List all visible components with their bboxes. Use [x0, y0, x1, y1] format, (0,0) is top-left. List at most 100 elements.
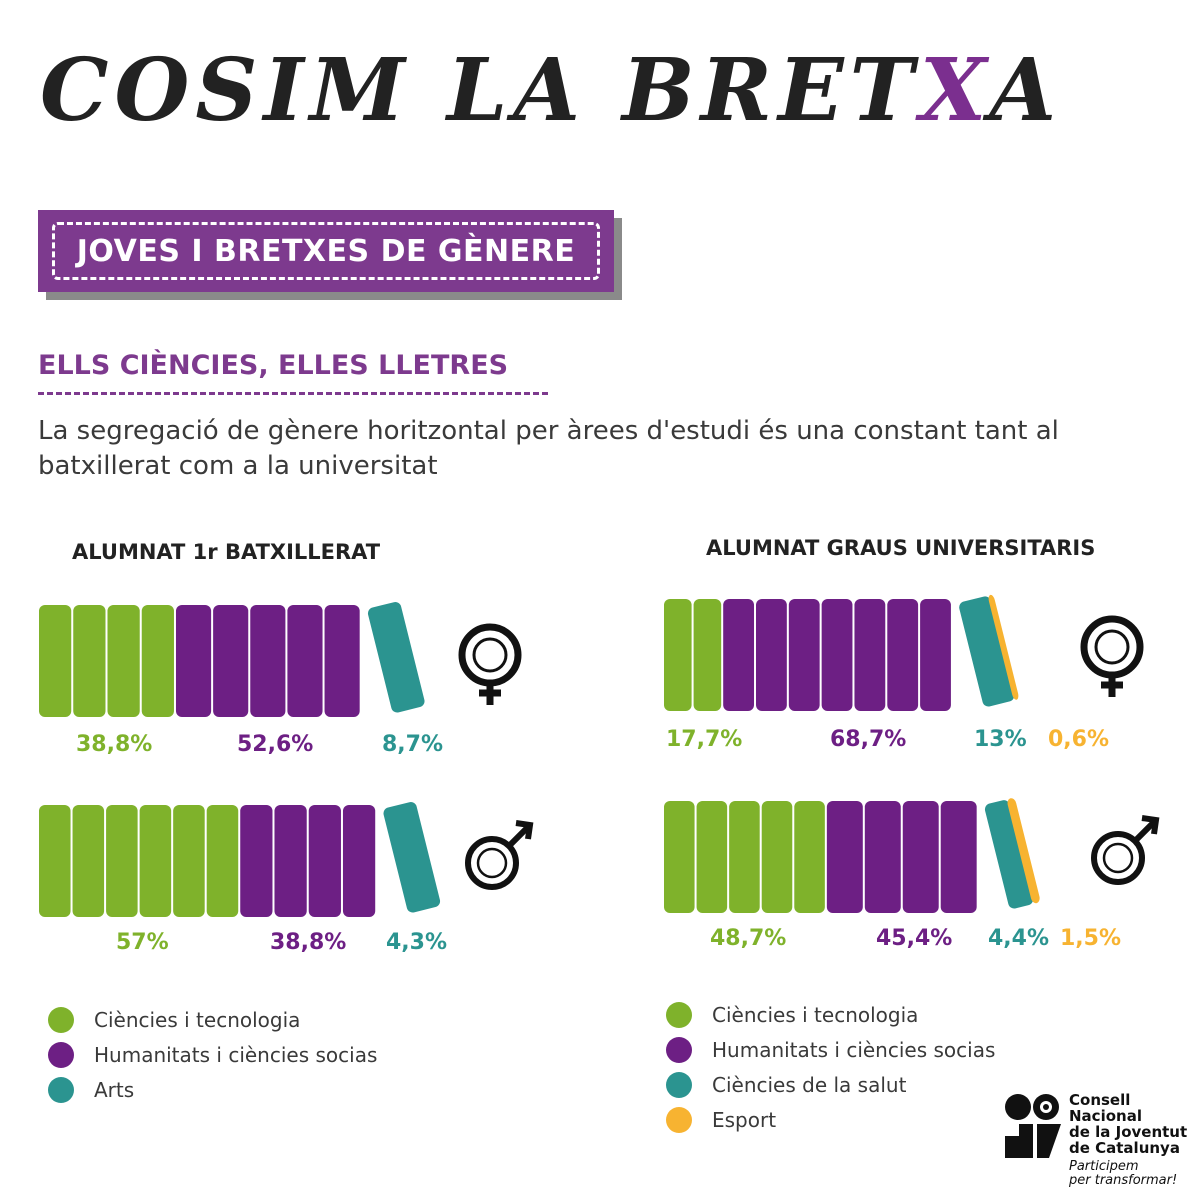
female-icon — [458, 623, 522, 705]
value-label-batx-male-arts: 4,3% — [386, 930, 448, 955]
bar-humanitats-female — [175, 605, 212, 717]
value-label-univ-male-salut: 4,4% — [988, 926, 1050, 951]
bar-humanitats-male — [308, 805, 341, 917]
main-title: COSIM LA BRETXA — [40, 40, 1062, 141]
bar-esport-male — [1007, 798, 1040, 904]
legend-swatch-esport — [666, 1106, 692, 1133]
value-label-batx-female-ciencies: 38,8% — [76, 732, 153, 757]
bar-humanitats-male — [864, 801, 901, 913]
bar-ciencies-male — [106, 805, 138, 917]
bar-humanitats-female — [756, 599, 787, 711]
bar-row-male — [39, 802, 441, 917]
legend-swatch-humanitats — [666, 1036, 692, 1063]
bar-ciencies-male — [139, 805, 172, 917]
legend-item: Arts — [48, 1072, 377, 1107]
bar-humanitats-female — [213, 605, 249, 717]
bar-humanitats-female — [324, 605, 360, 717]
value-label-univ-male-esport: 1,5% — [1060, 926, 1122, 951]
value-label-univ-male-humanitats: 45,4% — [876, 926, 953, 951]
description: La segregació de gènere horitzontal per … — [38, 416, 1059, 481]
value-label-univ-female-salut: 13% — [974, 727, 1027, 752]
bar-ciencies-female — [107, 605, 140, 717]
legend-item: Ciències i tecnologia — [666, 997, 995, 1032]
bar-row-female — [664, 594, 1019, 711]
bar-humanitats-male — [274, 805, 307, 917]
legend-item: Ciències de la salut — [666, 1067, 995, 1102]
bar-ciencies-male — [664, 801, 695, 913]
bar-arts-male — [383, 802, 441, 913]
value-label-batx-male-humanitats: 38,8% — [270, 930, 347, 955]
logo-line: de Catalunya — [1069, 1139, 1180, 1157]
title-needle-x: X — [919, 40, 990, 141]
title-main-text: COSIM LA BRET — [40, 40, 920, 141]
leaning-book-male — [984, 798, 1040, 909]
bar-ciencies-male — [794, 801, 825, 913]
bar-humanitats-female — [250, 605, 286, 717]
bar-ciencies-female — [693, 599, 722, 711]
bar-ciencies-female — [39, 605, 72, 717]
legend-label: Ciències de la salut — [712, 1072, 907, 1097]
logo-mark-icon — [1005, 1094, 1061, 1158]
logo-line: de la Joventut — [1069, 1123, 1188, 1141]
legend-swatch-humanitats — [48, 1041, 74, 1068]
bar-salut-male — [984, 800, 1034, 909]
legend-swatch-salut — [666, 1071, 692, 1098]
bar-humanitats-male — [240, 805, 273, 917]
bar-humanitats-male — [826, 801, 863, 913]
bar-humanitats-female — [287, 605, 323, 717]
bar-ciencies-male — [39, 805, 71, 917]
title-end-text: A — [989, 40, 1063, 141]
legend-swatch-arts — [48, 1076, 74, 1103]
bar-ciencies-male — [206, 805, 239, 917]
legend-label: Arts — [94, 1077, 135, 1102]
legend-swatch-ciencies — [666, 1001, 692, 1028]
legend-item: Esport — [666, 1102, 995, 1137]
bar-row-female — [39, 602, 425, 717]
female-icon — [1080, 615, 1144, 697]
legend-batxillerat: Ciències i tecnologia Humanitats i ciènc… — [48, 1002, 377, 1107]
leaning-book-male — [383, 802, 441, 913]
bar-humanitats-female — [887, 599, 919, 711]
bar-humanitats-male — [342, 805, 376, 917]
bar-row-male — [664, 798, 1040, 913]
male-icon — [465, 820, 534, 890]
bar-humanitats-male — [902, 801, 939, 913]
subtitle: ELLS CIÈNCIES, ELLES LLETRES — [38, 350, 509, 381]
bar-arts-female — [367, 602, 425, 713]
bar-ciencies-male — [761, 801, 793, 913]
value-label-univ-female-ciencies: 17,7% — [666, 727, 743, 752]
chart-title-universitat: ALUMNAT GRAUS UNIVERSITARIS — [706, 536, 1096, 560]
logo-text: Consell Nacional de la Joventut de Catal… — [1069, 1092, 1187, 1156]
cnjc-logo: Consell Nacional de la Joventut de Catal… — [1003, 1092, 1193, 1192]
bar-humanitats-female — [821, 599, 853, 711]
value-label-batx-female-humanitats: 52,6% — [237, 732, 314, 757]
bar-humanitats-female — [788, 599, 820, 711]
bar-ciencies-female — [73, 605, 106, 717]
chart-title-batxillerat: ALUMNAT 1r BATXILLERAT — [72, 540, 381, 564]
legend-label: Ciències i tecnologia — [94, 1007, 301, 1032]
bar-ciencies-male — [173, 805, 205, 917]
value-label-univ-female-humanitats: 68,7% — [830, 727, 907, 752]
bar-humanitats-female — [854, 599, 886, 711]
bar-ciencies-female — [141, 605, 174, 717]
bar-ciencies-male — [729, 801, 760, 913]
male-icon — [1091, 815, 1160, 885]
legend-label: Ciències i tecnologia — [712, 1002, 919, 1027]
logo-line: Nacional — [1069, 1107, 1142, 1125]
value-label-batx-female-arts: 8,7% — [382, 732, 444, 757]
legend-item: Humanitats i ciències socias — [48, 1037, 377, 1072]
bar-humanitats-female — [920, 599, 951, 711]
value-label-batx-male-ciencies: 57% — [116, 930, 169, 955]
legend-label: Humanitats i ciències socias — [712, 1037, 996, 1062]
value-label-univ-male-ciencies: 48,7% — [710, 926, 787, 951]
legend-label: Esport — [712, 1107, 777, 1132]
logo-tagline: Participem per transformar! — [1069, 1160, 1177, 1188]
legend-universitat: Ciències i tecnologia Humanitats i ciènc… — [666, 997, 995, 1137]
bar-ciencies-male — [72, 805, 105, 917]
legend-label: Humanitats i ciències socias — [94, 1042, 378, 1067]
leaning-book-female — [959, 594, 1019, 707]
value-label-univ-female-esport: 0,6% — [1048, 727, 1110, 752]
banner-dashed-frame: JOVES I BRETXES DE GÈNERE — [52, 222, 600, 280]
logo-tag-line: Participem — [1069, 1159, 1139, 1174]
